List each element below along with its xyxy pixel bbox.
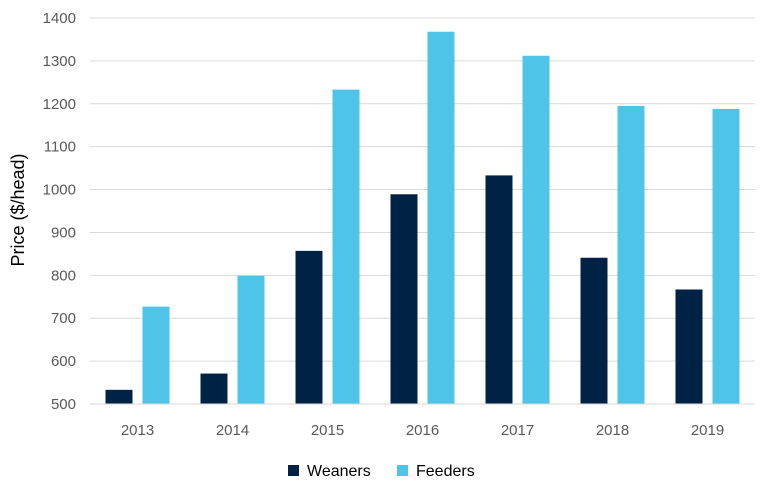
x-tick-label: 2019: [691, 422, 724, 439]
bar-weaners-2013: [105, 389, 133, 404]
bar-feeders-2017: [522, 55, 550, 405]
bar-weaners-2019: [675, 289, 703, 404]
y-tick-label: 600: [51, 353, 76, 370]
x-tick-label: 2014: [216, 422, 249, 439]
bar-feeders-2016: [427, 31, 455, 404]
bar-weaners-2015: [295, 250, 323, 404]
x-tick-label: 2013: [121, 422, 154, 439]
gridlines: [90, 17, 755, 362]
legend-swatch-weaners: [288, 465, 299, 476]
y-tick-label: 1200: [43, 96, 76, 113]
y-axis-ticks: 500 600 700 800 900 1000 1100 1200 1300 1400: [43, 10, 76, 413]
y-tick-label: 1000: [43, 182, 76, 199]
bar-weaners-2018: [580, 257, 608, 404]
y-tick-label: 700: [51, 310, 76, 327]
y-tick-label: 1100: [44, 139, 76, 156]
bar-feeders-2018: [617, 105, 645, 404]
bar-weaners-2016: [390, 194, 418, 404]
y-tick-label: 1400: [43, 10, 76, 27]
bar-feeders-2013: [142, 306, 170, 404]
x-tick-label: 2016: [406, 422, 439, 439]
bars: [105, 31, 740, 405]
y-tick-label: 1300: [43, 53, 76, 70]
bar-weaners-2014: [200, 373, 228, 404]
bar-feeders-2015: [332, 89, 360, 404]
bar-weaners-2017: [485, 175, 513, 404]
x-axis-ticks: 2013 2014 2015 2016 2017 2018 2019: [121, 422, 724, 439]
x-tick-label: 2015: [311, 422, 344, 439]
y-axis-title: Price ($/head): [8, 153, 28, 266]
y-tick-label: 800: [51, 267, 76, 284]
legend: Weaners Feeders: [288, 463, 475, 480]
legend-swatch-feeders: [397, 465, 408, 476]
x-tick-label: 2017: [501, 422, 534, 439]
y-tick-label: 900: [51, 224, 76, 241]
bar-feeders-2014: [237, 275, 265, 404]
legend-label-weaners: Weaners: [307, 463, 371, 480]
x-tick-label: 2018: [596, 422, 629, 439]
legend-label-feeders: Feeders: [416, 463, 475, 480]
bar-feeders-2019: [712, 108, 740, 405]
y-tick-label: 500: [51, 396, 76, 413]
